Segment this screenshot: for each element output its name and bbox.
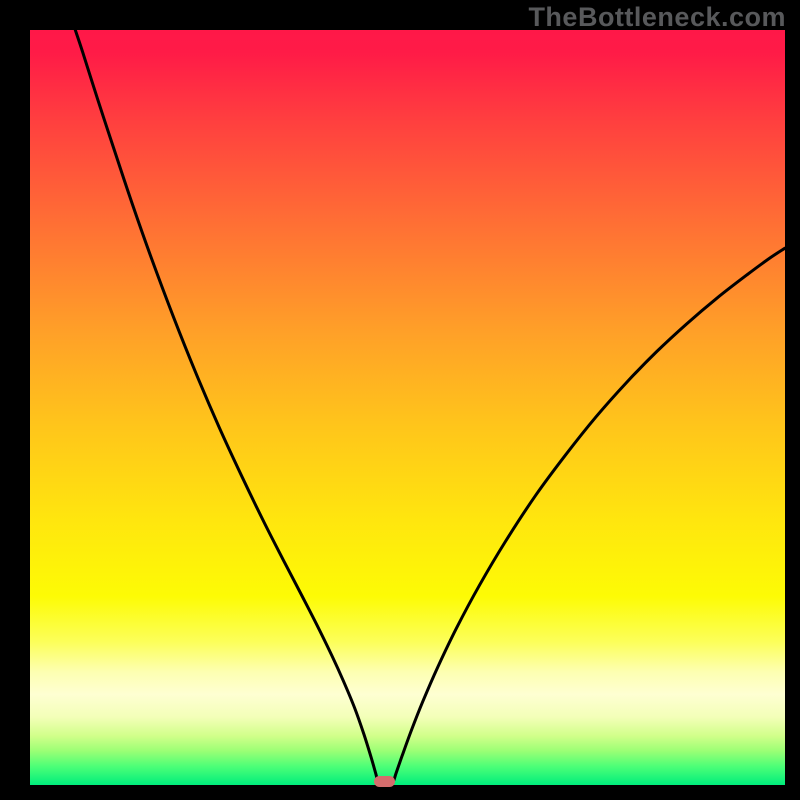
watermark-text: TheBottleneck.com (528, 2, 786, 33)
bottleneck-curve (30, 30, 785, 785)
plot-area (30, 30, 785, 785)
optimal-marker (374, 776, 395, 787)
